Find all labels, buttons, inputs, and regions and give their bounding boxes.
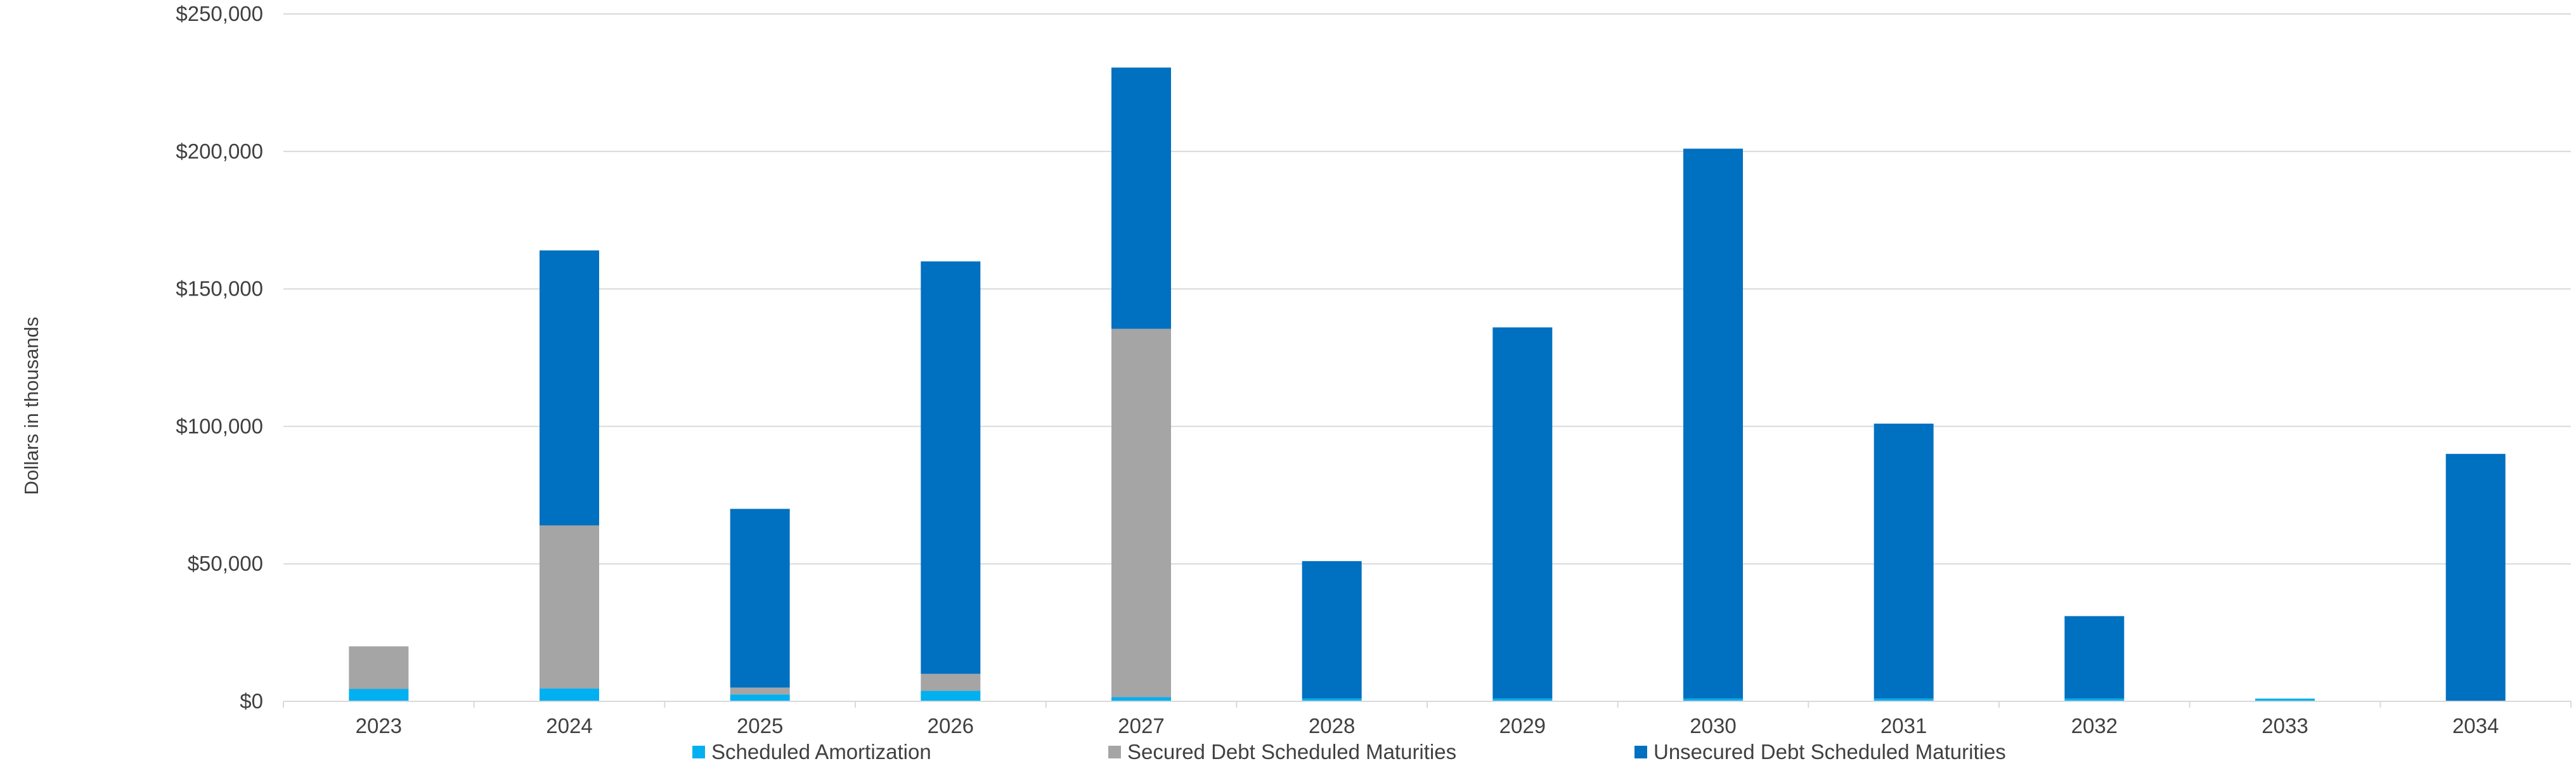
y-tick-label: $150,000 (176, 277, 263, 301)
x-tick-label: 2023 (356, 714, 402, 737)
bar-secured-debt-scheduled-maturities-2025 (730, 687, 790, 695)
legend-swatch (692, 746, 705, 758)
bar-unsecured-debt-scheduled-maturities-2027 (1111, 67, 1171, 329)
x-tick-label: 2033 (2262, 714, 2308, 737)
x-tick-labels: 2023 2024 2025 2026 2027 2028 2029 2030 2031 2032… (356, 714, 2499, 737)
x-tick-label: 2029 (1499, 714, 1546, 737)
bar-unsecured-debt-scheduled-maturities-2031 (1874, 424, 1934, 699)
axes (283, 701, 2572, 708)
bar-scheduled-amortization-2027 (1111, 697, 1171, 701)
bar-scheduled-amortization-2023 (349, 689, 409, 701)
x-tick-label: 2030 (1690, 714, 1736, 737)
legend-label: Scheduled Amortization (711, 740, 931, 763)
bar-scheduled-amortization-2024 (540, 688, 599, 701)
bar-secured-debt-scheduled-maturities-2024 (540, 525, 599, 689)
y-tick-label: $200,000 (176, 140, 263, 163)
legend-label: Secured Debt Scheduled Maturities (1127, 740, 1456, 763)
x-tick-label: 2025 (737, 714, 783, 737)
bar-unsecured-debt-scheduled-maturities-2024 (540, 250, 599, 526)
y-tick-label: $250,000 (176, 2, 263, 25)
legend: Scheduled Amortization Secured Debt Sched… (692, 740, 2006, 763)
bar-unsecured-debt-scheduled-maturities-2030 (1683, 148, 1743, 699)
y-tick-labels: $0 $50,000 $100,000 $150,000 $200,000 $250,00… (176, 2, 263, 713)
bar-scheduled-amortization-2030 (1683, 698, 1743, 701)
bar-scheduled-amortization-2031 (1874, 698, 1934, 701)
bar-secured-debt-scheduled-maturities-2027 (1111, 328, 1171, 698)
bars (349, 67, 2506, 701)
x-tick-label: 2027 (1118, 714, 1164, 737)
legend-label: Unsecured Debt Scheduled Maturities (1654, 740, 2006, 763)
y-tick-label: $50,000 (188, 552, 263, 575)
y-tick-label: $100,000 (176, 414, 263, 438)
bar-unsecured-debt-scheduled-maturities-2029 (1492, 327, 1553, 699)
bar-unsecured-debt-scheduled-maturities-2032 (2064, 616, 2125, 699)
gridlines (283, 13, 2571, 565)
bar-scheduled-amortization-2029 (1492, 698, 1553, 701)
y-tick-label: $0 (240, 689, 263, 713)
bar-scheduled-amortization-2033 (2255, 698, 2315, 701)
bar-unsecured-debt-scheduled-maturities-2034 (2445, 453, 2506, 701)
bar-unsecured-debt-scheduled-maturities-2028 (1302, 561, 1362, 699)
bar-scheduled-amortization-2028 (1302, 698, 1362, 701)
x-tick-label: 2034 (2452, 714, 2499, 737)
x-tick-label: 2026 (928, 714, 974, 737)
x-tick-label: 2024 (546, 714, 592, 737)
bar-secured-debt-scheduled-maturities-2023 (349, 646, 409, 689)
bar-scheduled-amortization-2026 (921, 691, 981, 701)
x-tick-label: 2028 (1309, 714, 1355, 737)
legend-swatch (1634, 746, 1647, 758)
bar-scheduled-amortization-2025 (730, 694, 790, 701)
bar-unsecured-debt-scheduled-maturities-2025 (730, 509, 790, 688)
y-axis-title: Dollars in thousands (20, 317, 42, 495)
x-tick-label: 2032 (2071, 714, 2118, 737)
legend-swatch (1108, 746, 1121, 758)
bar-unsecured-debt-scheduled-maturities-2026 (921, 261, 981, 674)
bar-secured-debt-scheduled-maturities-2026 (921, 673, 981, 691)
x-tick-label: 2031 (1880, 714, 1927, 737)
bar-scheduled-amortization-2032 (2064, 698, 2125, 701)
